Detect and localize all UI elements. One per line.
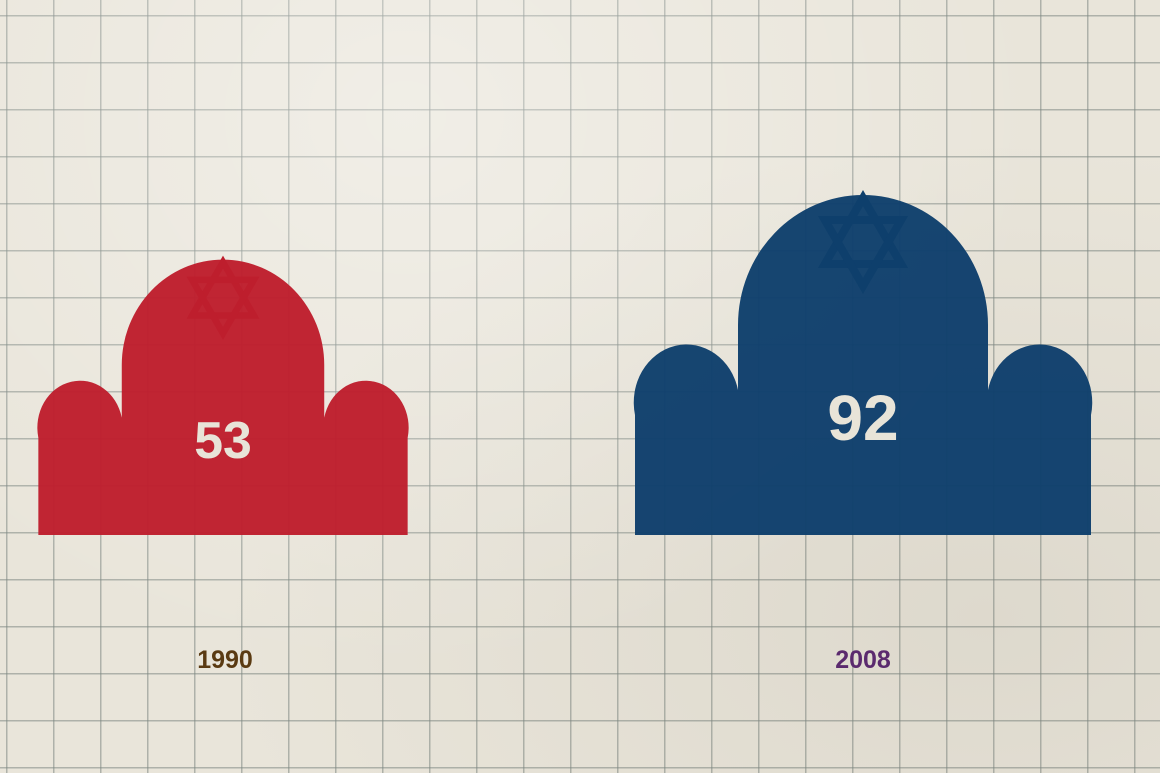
category-label-2008: 2008	[835, 646, 891, 674]
category-label-1990: 1990	[197, 646, 253, 674]
bar-mark-1990	[37, 255, 409, 535]
star-of-david-icon	[186, 255, 260, 340]
star-triangle-down	[817, 216, 909, 294]
synagogue-icon	[37, 259, 409, 535]
star-triangle-down	[186, 276, 260, 340]
data-label-2008: 92	[827, 382, 898, 454]
star-triangle-up	[817, 190, 909, 268]
bar-mark-2008	[633, 190, 1093, 535]
synagogue-icon	[633, 195, 1093, 535]
star-triangle-up	[186, 255, 260, 319]
data-label-1990: 53	[194, 411, 252, 469]
star-of-david-icon	[817, 190, 909, 294]
